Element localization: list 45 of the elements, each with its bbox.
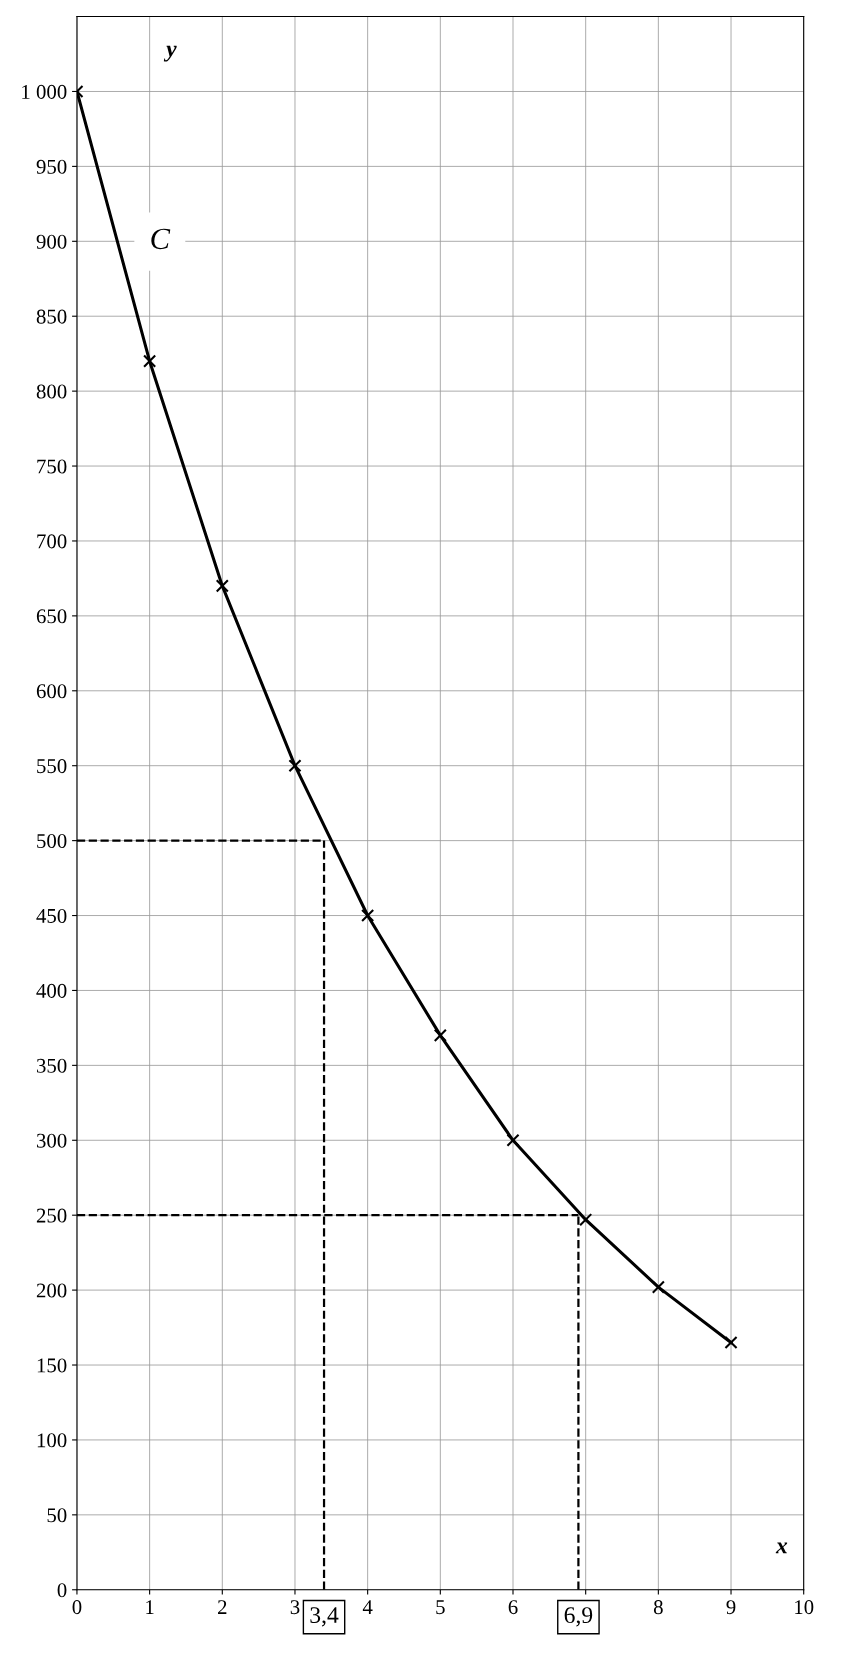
- point: [215, 579, 229, 593]
- x-tick-label: 8: [653, 1600, 663, 1615]
- point: [288, 759, 302, 773]
- point: [361, 908, 375, 923]
- x-tick-label: 2: [218, 1600, 227, 1614]
- y-tick-label: 150: [37, 1358, 67, 1373]
- y-tick-label: 700: [37, 534, 67, 549]
- y-tick-label: 550: [37, 759, 67, 774]
- x-tick-label: 6: [508, 1600, 518, 1615]
- y-tick-label: 750: [37, 459, 67, 474]
- annotation: C: [151, 228, 171, 250]
- y-tick-label: 900: [36, 234, 67, 249]
- point: [651, 1280, 665, 1294]
- x-tick-label: 5: [436, 1600, 445, 1615]
- x-tick-label: 3: [290, 1600, 300, 1615]
- y-tick-label: 400: [36, 983, 67, 998]
- y-tick-label: 950: [36, 159, 67, 174]
- y-tick-label: 600: [36, 684, 67, 699]
- y-axis-title: y: [163, 45, 177, 62]
- y-tick-label: 100: [37, 1433, 67, 1448]
- x-tick-label: 1: [146, 1600, 154, 1614]
- ref-line-label: 6,9: [564, 1607, 593, 1627]
- x-tick-label: 10: [795, 1600, 814, 1615]
- point: [506, 1133, 520, 1147]
- y-tick-label: 50: [47, 1508, 67, 1523]
- point: [724, 1335, 738, 1350]
- x-tick-label: 9: [726, 1600, 736, 1615]
- y-tick-label: 0: [57, 1583, 67, 1598]
- y-tick-label: 800: [36, 384, 67, 399]
- y-tick-label: 250: [36, 1208, 67, 1223]
- x-tick-label: 0: [72, 1600, 82, 1615]
- y-tick-label: 200: [36, 1283, 67, 1298]
- point: [143, 354, 157, 368]
- y-tick-label: 850: [36, 309, 67, 324]
- y-tick-label: 300: [36, 1133, 67, 1148]
- y-tick-label: 650: [36, 609, 67, 624]
- x-tick-label: 4: [362, 1600, 373, 1614]
- ref-line-label: 3,4: [310, 1607, 339, 1627]
- point: [433, 1028, 447, 1042]
- y-tick-label: 500: [37, 833, 67, 849]
- y-tick-label: 350: [36, 1058, 67, 1073]
- point: [579, 1213, 593, 1227]
- x-axis-title: x: [775, 1542, 788, 1554]
- y-tick-label: 450: [36, 908, 67, 923]
- y-tick-label: 1 000: [22, 84, 67, 99]
